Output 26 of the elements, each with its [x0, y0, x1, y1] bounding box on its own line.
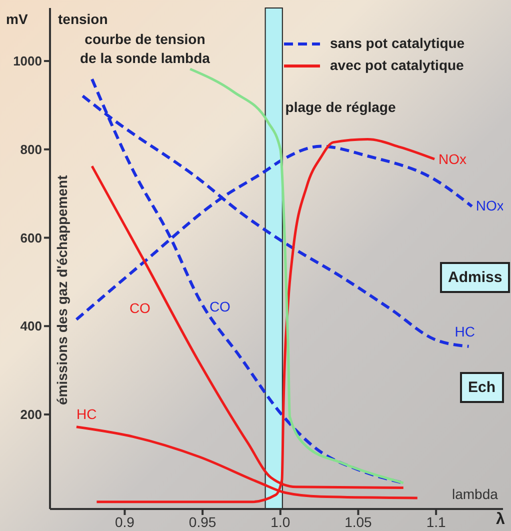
y-tick-label: 800	[20, 142, 42, 157]
annotation: courbe de tension de la sonde lambda	[80, 30, 210, 68]
series-label: NOx	[438, 151, 467, 168]
y-tick-label: 400	[20, 318, 42, 334]
series-label: HC	[76, 406, 97, 422]
series-label: CO	[209, 298, 231, 315]
y-tick-label: 1000	[13, 54, 42, 69]
y-axis-title: émissions des gaz d'échappement	[54, 175, 70, 405]
annotation: tension	[58, 10, 108, 29]
x-tick-label: 0.9	[114, 514, 135, 530]
x-tick-label: 1.1	[426, 514, 446, 530]
x-tick-label: 1.05	[344, 514, 372, 530]
text: mV	[6, 10, 28, 29]
y-tick-label: 200	[20, 407, 42, 422]
annotation: avec pot catalytique	[330, 56, 464, 75]
text: λ	[496, 510, 505, 529]
annotation: Ech	[468, 378, 496, 397]
series-label: CO	[129, 300, 151, 316]
annotation: Admiss	[448, 268, 502, 287]
x-tick-label: 1.0	[270, 514, 290, 530]
annotation: sans pot catalytique	[330, 34, 465, 53]
x-tick-label: 0.95	[188, 514, 216, 530]
y-tick-label: 600	[20, 230, 42, 246]
band-label: plage de réglage	[285, 99, 396, 115]
x-axis-title: lambda	[452, 486, 498, 502]
series-label: HC	[454, 323, 475, 340]
